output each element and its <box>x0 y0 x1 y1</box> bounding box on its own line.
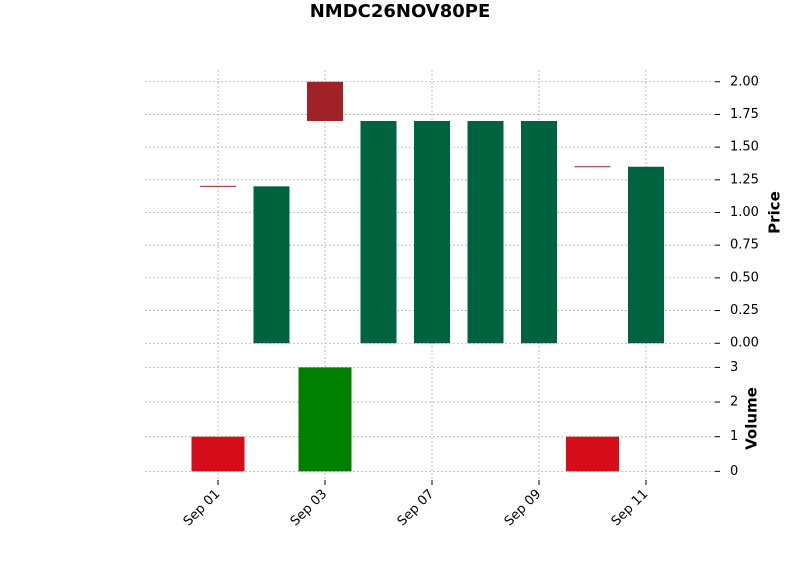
volume-bar <box>566 436 619 472</box>
candle-body <box>414 120 450 344</box>
y-tick-label: 0.50 <box>730 270 759 285</box>
chart-title: NMDC26NOV80PE <box>310 1 491 22</box>
candle-body <box>521 120 557 344</box>
y-tick-label: 0.00 <box>730 336 759 351</box>
candle-body <box>253 186 290 344</box>
x-tick-label: Sep 03 <box>288 487 331 530</box>
volume-bar <box>298 367 352 472</box>
candle-body <box>200 185 236 187</box>
y-tick-label: 0.75 <box>730 238 759 253</box>
y-tick-label: 1.50 <box>730 140 759 155</box>
y-tick-label: 0 <box>730 464 738 479</box>
volume-bar <box>191 436 245 472</box>
candle-body <box>574 166 611 168</box>
y-axis-label: Price <box>766 191 784 234</box>
x-tick-label: Sep 09 <box>502 487 545 530</box>
candle-body <box>307 81 343 121</box>
y-tick-label: 1 <box>730 429 738 444</box>
x-tick-label: Sep 11 <box>609 487 652 530</box>
y-tick-label: 1.25 <box>730 172 759 187</box>
x-tick-label: Sep 07 <box>395 487 438 530</box>
y-tick-label: 2.00 <box>730 74 759 89</box>
candle-body <box>628 166 664 344</box>
y-tick-label: 1.75 <box>730 107 759 122</box>
y-tick-label: 0.25 <box>730 303 759 318</box>
x-tick-label: Sep 01 <box>181 487 224 530</box>
candle-body <box>467 120 504 344</box>
candle-body <box>360 120 397 344</box>
y-tick-label: 2 <box>730 395 738 410</box>
y-tick-label: 3 <box>730 360 738 375</box>
y-tick-label: 1.00 <box>730 205 759 220</box>
y-axis-label: Volume <box>743 387 761 450</box>
